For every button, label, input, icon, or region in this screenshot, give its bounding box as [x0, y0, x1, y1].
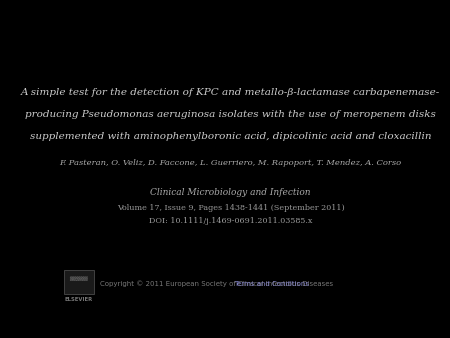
Text: Terms and Conditions: Terms and Conditions [234, 281, 309, 287]
Text: ELSEVIER: ELSEVIER [65, 297, 93, 302]
Text: supplemented with aminophenylboronic acid, dipicolinic acid and cloxacillin: supplemented with aminophenylboronic aci… [30, 132, 432, 141]
Text: producing Pseudomonas aeruginosa isolates with the use of meropenem disks: producing Pseudomonas aeruginosa isolate… [25, 110, 436, 119]
Text: ▓▓▓▓▓: ▓▓▓▓▓ [69, 276, 88, 281]
Text: A simple test for the detection of KPC and metallo-β-lactamase carbapenemase-: A simple test for the detection of KPC a… [21, 88, 440, 97]
Text: F. Pasteran, O. Veliz, D. Faccone, L. Guerriero, M. Rapoport, T. Mendez, A. Cors: F. Pasteran, O. Veliz, D. Faccone, L. Gu… [59, 159, 402, 167]
Text: Volume 17, Issue 9, Pages 1438-1441 (September 2011): Volume 17, Issue 9, Pages 1438-1441 (Sep… [117, 204, 345, 212]
Text: DOI: 10.1111/j.1469-0691.2011.03585.x: DOI: 10.1111/j.1469-0691.2011.03585.x [149, 217, 312, 225]
Text: Copyright © 2011 European Society of Clinical Infectious Diseases: Copyright © 2011 European Society of Cli… [100, 281, 335, 287]
FancyBboxPatch shape [64, 270, 94, 294]
Text: Clinical Microbiology and Infection: Clinical Microbiology and Infection [150, 188, 311, 197]
